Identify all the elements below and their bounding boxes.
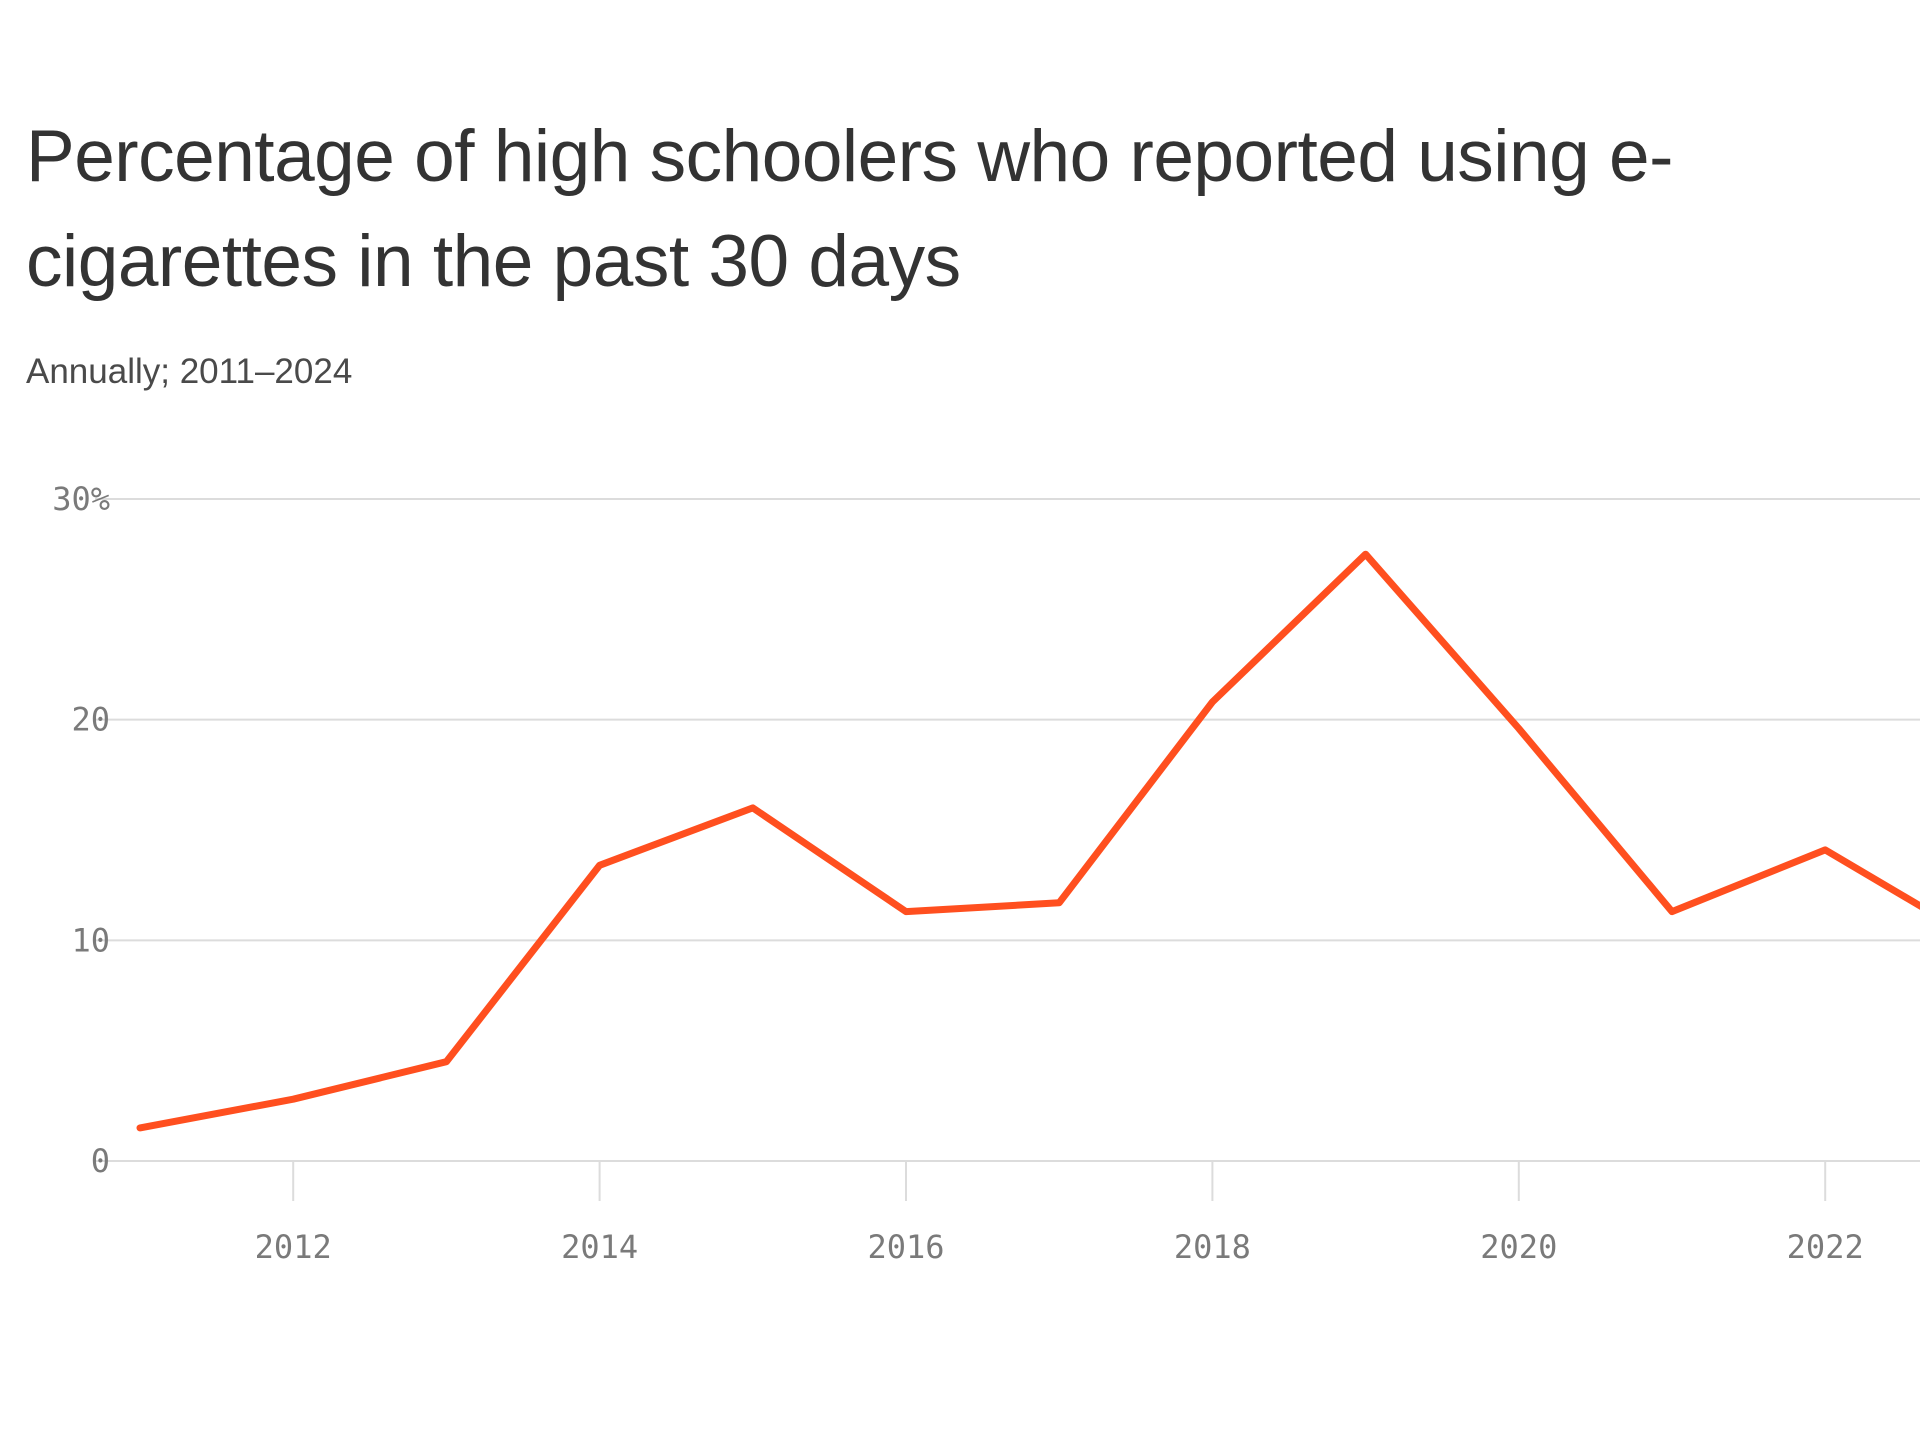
y-tick-label: 0 [91,1142,110,1180]
y-axis-labels: 0 10 20 30% [52,480,110,1180]
series-line-0 [136,550,1920,1132]
x-axis-ticks [292,1161,1827,1201]
series-group [136,550,1920,1132]
x-axis-labels: 2012 2014 2016 2018 2020 2022 [255,1228,1864,1266]
x-tick-label: 2014 [561,1228,638,1266]
y-tick-label: 30% [52,480,110,518]
gridlines [95,498,1920,1162]
chart-title: Percentage of high schoolers who reporte… [26,116,1673,302]
x-tick-label: 2018 [1174,1228,1251,1266]
y-tick-label: 10 [71,921,110,959]
chart-subtitle: Annually; 2011–2024 [26,352,353,391]
x-tick-label: 2022 [1787,1228,1864,1266]
x-tick-label: 2016 [867,1228,944,1266]
y-tick-label: 20 [71,701,110,739]
x-tick-label: 2020 [1480,1228,1557,1266]
x-tick-label: 2012 [255,1228,332,1266]
